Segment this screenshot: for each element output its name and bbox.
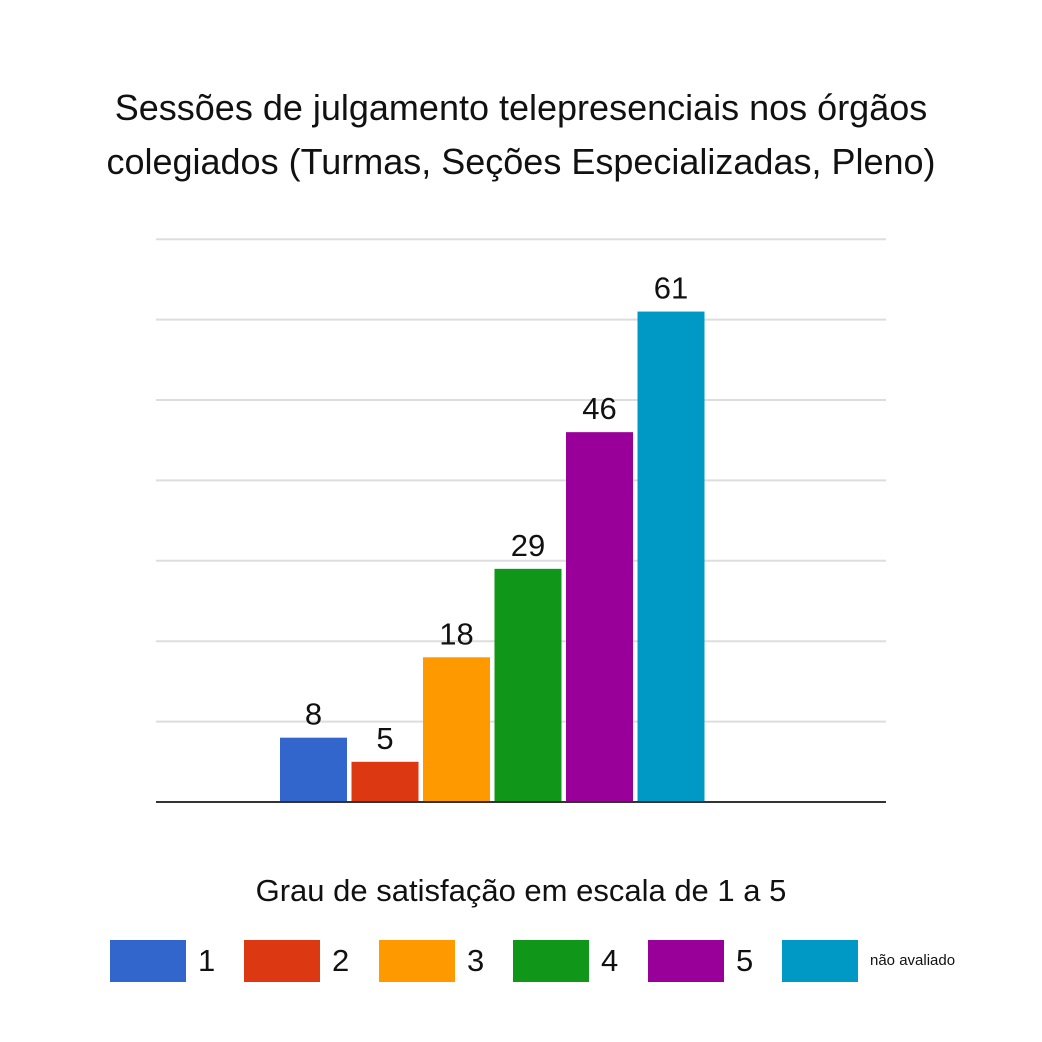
- bar-5: [566, 432, 633, 802]
- gridlines: [156, 238, 886, 723]
- legend-swatch-2: [244, 940, 320, 982]
- bars: [280, 311, 705, 802]
- chart-title-line-1: Sessões de julgamento telepresenciais no…: [114, 87, 928, 128]
- legend-label-nao-avaliado: não avaliado: [870, 952, 956, 969]
- data-label-4: 29: [511, 528, 545, 563]
- legend: 1 2 3 4 5 não avaliado: [110, 940, 990, 984]
- data-label-2: 5: [376, 721, 393, 756]
- data-labels: 8 5 18 29 46 61: [305, 271, 688, 756]
- legend-swatch-1: [110, 940, 186, 982]
- data-label-1: 8: [305, 697, 322, 732]
- chart-title-line-2: colegiados (Turmas, Seções Especializada…: [106, 141, 936, 182]
- x-axis-label: Grau de satisfação em escala de 1 a 5: [255, 873, 787, 908]
- legend-label-4: 4: [601, 943, 619, 978]
- legend-swatch-4: [513, 940, 589, 982]
- data-label-5: 46: [582, 391, 616, 426]
- bar-2: [351, 761, 419, 802]
- legend-label-5: 5: [736, 943, 754, 978]
- bar-não-avaliado: [637, 311, 705, 802]
- bar-3: [423, 657, 490, 802]
- legend-swatch-5: [648, 940, 724, 982]
- legend-label-3: 3: [467, 943, 485, 978]
- legend-swatch-3: [379, 940, 455, 982]
- bar-1: [280, 737, 347, 802]
- data-label-não-avaliado: 61: [654, 271, 688, 306]
- legend-swatch-nao-avaliado: [782, 940, 858, 982]
- bar-4: [494, 568, 562, 802]
- legend-label-1: 1: [198, 943, 216, 978]
- legend-label-2: 2: [332, 943, 350, 978]
- data-label-3: 18: [439, 616, 473, 651]
